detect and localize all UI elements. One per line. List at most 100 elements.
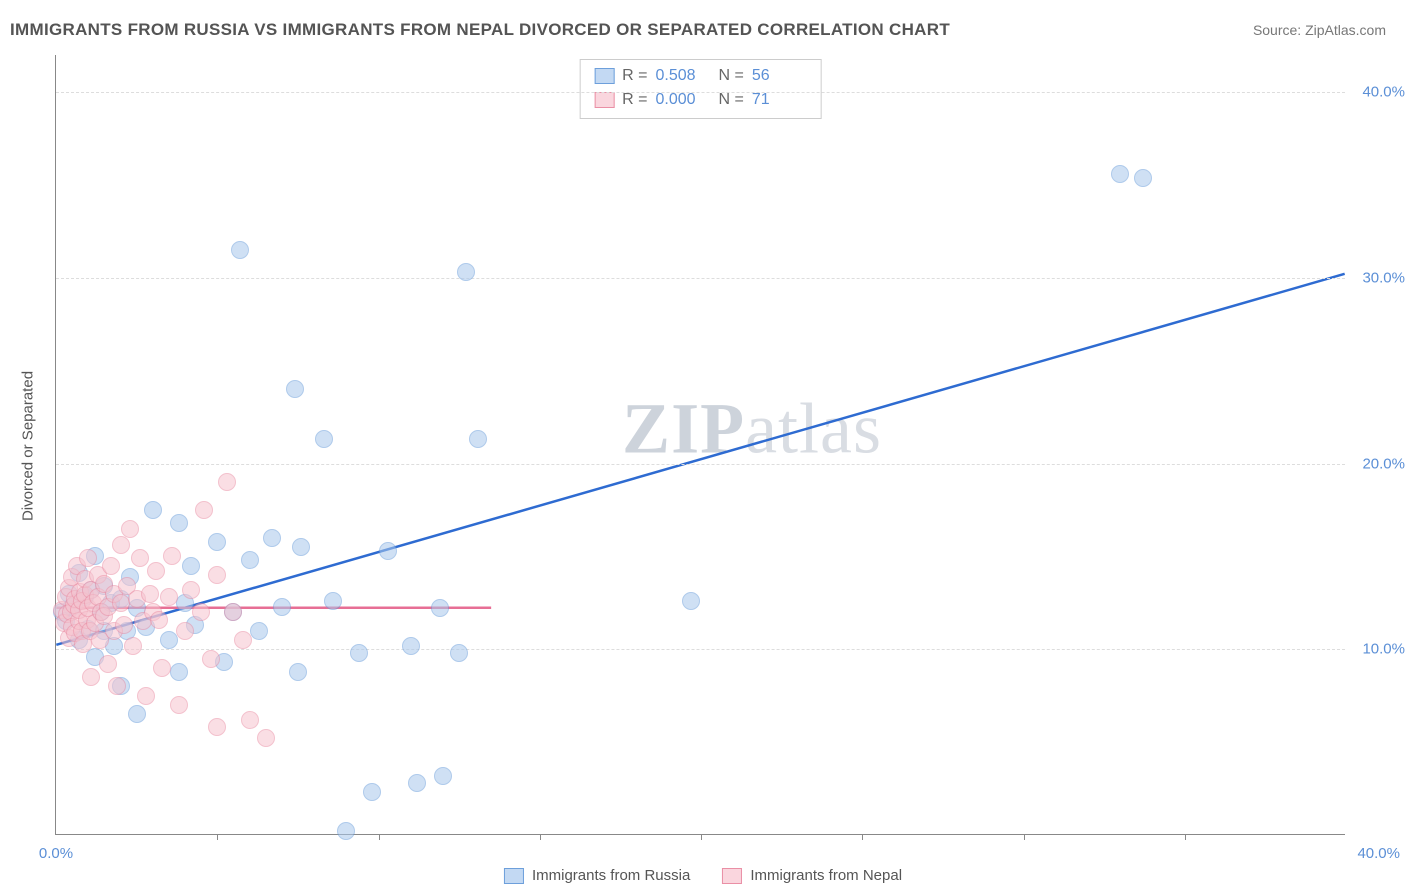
bottom-legend: Immigrants from Russia Immigrants from Ne… — [504, 867, 902, 884]
scatter-point — [379, 542, 397, 560]
scatter-point — [289, 663, 307, 681]
scatter-point — [115, 616, 133, 634]
scatter-point — [170, 514, 188, 532]
scatter-point — [231, 241, 249, 259]
x-tick-label: 0.0% — [39, 845, 73, 862]
stat-r-label: R = — [622, 64, 647, 88]
scatter-point — [324, 592, 342, 610]
gridline-h — [56, 464, 1345, 465]
scatter-point — [182, 557, 200, 575]
scatter-point — [160, 588, 178, 606]
scatter-point — [195, 501, 213, 519]
legend-label: Immigrants from Nepal — [750, 867, 902, 884]
x-tick — [217, 834, 218, 840]
y-tick-label: 40.0% — [1362, 84, 1405, 101]
watermark-atlas: atlas — [745, 388, 882, 468]
legend-swatch — [594, 68, 614, 84]
x-tick — [1024, 834, 1025, 840]
scatter-point — [434, 767, 452, 785]
stat-legend-row: R = 0.508 N = 56 — [594, 64, 807, 88]
scatter-point — [79, 549, 97, 567]
scatter-point — [450, 644, 468, 662]
scatter-point — [469, 430, 487, 448]
scatter-point — [124, 637, 142, 655]
y-tick-label: 30.0% — [1362, 269, 1405, 286]
x-tick — [540, 834, 541, 840]
legend-swatch — [722, 868, 742, 884]
scatter-point — [315, 430, 333, 448]
scatter-point — [82, 668, 100, 686]
stat-n-label: N = — [719, 64, 744, 88]
trend-line — [56, 274, 1344, 645]
legend-item: Immigrants from Russia — [504, 867, 690, 884]
watermark: ZIPatlas — [622, 387, 882, 470]
scatter-point — [182, 581, 200, 599]
scatter-point — [350, 644, 368, 662]
source-attribution: Source: ZipAtlas.com — [1253, 22, 1386, 38]
scatter-point — [160, 631, 178, 649]
scatter-point — [408, 774, 426, 792]
legend-label: Immigrants from Russia — [532, 867, 690, 884]
legend-swatch — [504, 868, 524, 884]
scatter-point — [682, 592, 700, 610]
legend-swatch — [594, 92, 614, 108]
scatter-point — [170, 663, 188, 681]
y-axis-label: Divorced or Separated — [20, 371, 37, 521]
scatter-point — [250, 622, 268, 640]
chart-title: IMMIGRANTS FROM RUSSIA VS IMMIGRANTS FRO… — [10, 20, 950, 40]
gridline-h — [56, 92, 1345, 93]
x-tick — [701, 834, 702, 840]
scatter-point — [402, 637, 420, 655]
scatter-point — [286, 380, 304, 398]
scatter-point — [131, 549, 149, 567]
plot-area: ZIPatlas R =0.508N =56R =0.000N =71 10.0… — [55, 55, 1345, 835]
stats-legend: R =0.508N =56R =0.000N =71 — [579, 59, 822, 119]
scatter-point — [153, 659, 171, 677]
scatter-point — [144, 501, 162, 519]
scatter-point — [147, 562, 165, 580]
gridline-h — [56, 278, 1345, 279]
scatter-point — [241, 551, 259, 569]
scatter-point — [273, 598, 291, 616]
scatter-point — [108, 677, 126, 695]
scatter-point — [176, 622, 194, 640]
scatter-point — [457, 263, 475, 281]
scatter-point — [208, 533, 226, 551]
scatter-point — [137, 687, 155, 705]
x-tick — [862, 834, 863, 840]
scatter-point — [257, 729, 275, 747]
scatter-point — [263, 529, 281, 547]
x-tick — [1185, 834, 1186, 840]
scatter-point — [224, 603, 242, 621]
scatter-point — [1134, 169, 1152, 187]
scatter-point — [241, 711, 259, 729]
y-tick-label: 20.0% — [1362, 455, 1405, 472]
stat-n-value: 56 — [752, 64, 807, 88]
gridline-h — [56, 649, 1345, 650]
scatter-point — [234, 631, 252, 649]
scatter-point — [112, 536, 130, 554]
scatter-point — [102, 557, 120, 575]
scatter-point — [1111, 165, 1129, 183]
scatter-point — [208, 718, 226, 736]
scatter-point — [292, 538, 310, 556]
x-tick-label: 40.0% — [1357, 845, 1400, 862]
scatter-point — [150, 611, 168, 629]
scatter-point — [337, 822, 355, 840]
scatter-point — [363, 783, 381, 801]
stat-r-value: 0.508 — [656, 64, 711, 88]
legend-item: Immigrants from Nepal — [722, 867, 902, 884]
scatter-point — [192, 603, 210, 621]
y-tick-label: 10.0% — [1362, 641, 1405, 658]
scatter-point — [218, 473, 236, 491]
scatter-point — [170, 696, 188, 714]
scatter-point — [141, 585, 159, 603]
scatter-point — [431, 599, 449, 617]
scatter-point — [202, 650, 220, 668]
x-tick — [379, 834, 380, 840]
scatter-point — [163, 547, 181, 565]
scatter-point — [208, 566, 226, 584]
watermark-zip: ZIP — [622, 388, 745, 468]
scatter-point — [121, 520, 139, 538]
scatter-point — [99, 655, 117, 673]
